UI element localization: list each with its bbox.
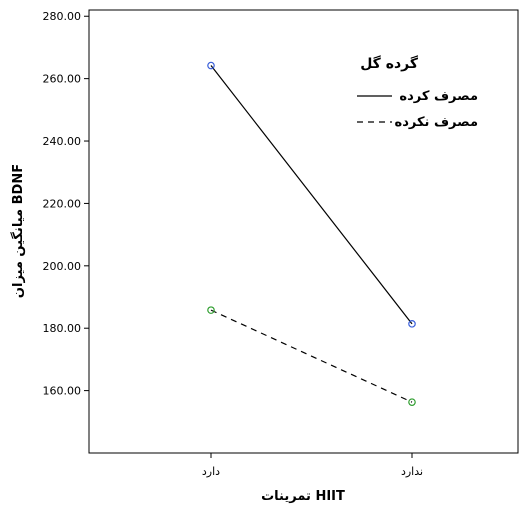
data-point-series2-1: [207, 306, 215, 314]
y-tick-label: 180.00: [43, 322, 82, 335]
y-tick-label: 220.00: [43, 197, 82, 210]
y-tick-label: 260.00: [43, 73, 82, 86]
y-tick-label: 240.00: [43, 135, 82, 148]
series-line-2: [210, 309, 413, 403]
legend: گرده گل مصرف کرده مصرف نکرده: [357, 55, 478, 130]
data-point-series2-2: [408, 398, 416, 406]
y-tick-label: 280.00: [43, 10, 82, 23]
legend-label-1: مصرف کرده: [399, 89, 478, 104]
x-axis-title: تمرینات HIIT: [261, 489, 345, 504]
series-line-1: [210, 65, 413, 325]
series-layer: [207, 61, 416, 406]
plot-frame: [88, 9, 519, 454]
y-tick-label: 200.00: [43, 260, 82, 273]
legend-title: گرده گل: [360, 55, 419, 72]
y-tick-label: 160.00: [43, 385, 82, 398]
x-tick-label: ندارد: [401, 465, 423, 478]
axis-titles: تمرینات HIIT میانگین میزان BDNF: [10, 164, 345, 504]
y-axis-title: میانگین میزان BDNF: [10, 164, 26, 298]
x-tick-label: دارد: [202, 465, 220, 478]
legend-label-2: مصرف نکرده: [395, 115, 478, 130]
axes-layer: 160.00 180.00 200.00 220.00 240.00 260.00 280.…: [43, 9, 519, 478]
data-point-series1-2: [408, 320, 416, 328]
data-point-series1-1: [207, 61, 215, 70]
